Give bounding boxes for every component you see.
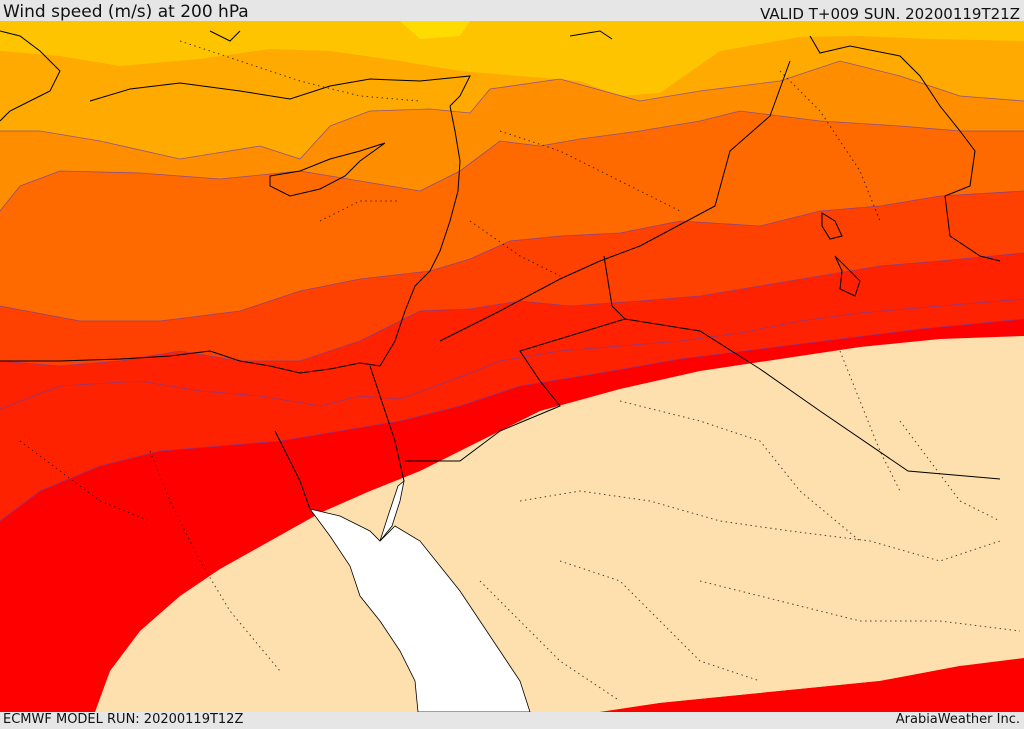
map-svg — [0, 21, 1024, 712]
calm-area — [95, 336, 1024, 712]
credit-label: ArabiaWeather Inc. — [895, 712, 1020, 727]
band-fill-1b — [600, 658, 1024, 712]
valid-time-label: VALID T+009 SUN. 20200119T21Z — [760, 5, 1020, 23]
model-run-label: ECMWF MODEL RUN: 20200119T12Z — [3, 712, 244, 727]
province-boundaries — [19, 40, 1021, 702]
band-fill-7 — [0, 21, 1024, 96]
red-sea — [309, 508, 531, 712]
band-fill-8 — [400, 21, 470, 39]
map-title: Wind speed (m/s) at 200 hPa — [3, 2, 249, 22]
contour-lines — [0, 60, 1024, 522]
wind-speed-map — [0, 21, 1024, 712]
coastlines — [0, 30, 1001, 510]
